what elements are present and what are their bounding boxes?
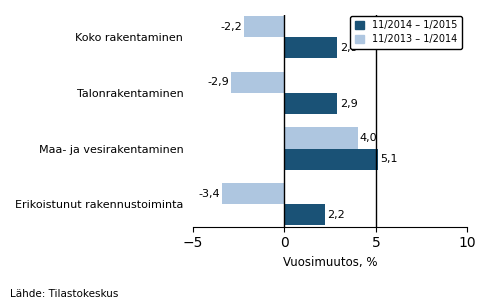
- Text: 2,9: 2,9: [340, 98, 357, 108]
- Text: -2,2: -2,2: [220, 22, 242, 32]
- Bar: [284, 93, 337, 114]
- Bar: [244, 16, 284, 37]
- Bar: [222, 183, 284, 204]
- Text: 2,2: 2,2: [327, 210, 345, 220]
- Bar: [284, 127, 357, 149]
- Text: 5,1: 5,1: [380, 154, 397, 164]
- Bar: [231, 72, 284, 93]
- X-axis label: Vuosimuutos, %: Vuosimuutos, %: [283, 256, 378, 269]
- Text: Lähde: Tilastokeskus: Lähde: Tilastokeskus: [10, 289, 118, 299]
- Text: -2,9: -2,9: [208, 77, 229, 87]
- Bar: [284, 204, 325, 226]
- Text: -3,4: -3,4: [198, 189, 220, 199]
- Bar: [284, 149, 378, 170]
- Bar: [284, 37, 337, 58]
- Text: 2,9: 2,9: [340, 43, 357, 53]
- Legend: 11/2014 – 1/2015, 11/2013 – 1/2014: 11/2014 – 1/2015, 11/2013 – 1/2014: [350, 16, 463, 49]
- Text: 4,0: 4,0: [360, 133, 378, 143]
